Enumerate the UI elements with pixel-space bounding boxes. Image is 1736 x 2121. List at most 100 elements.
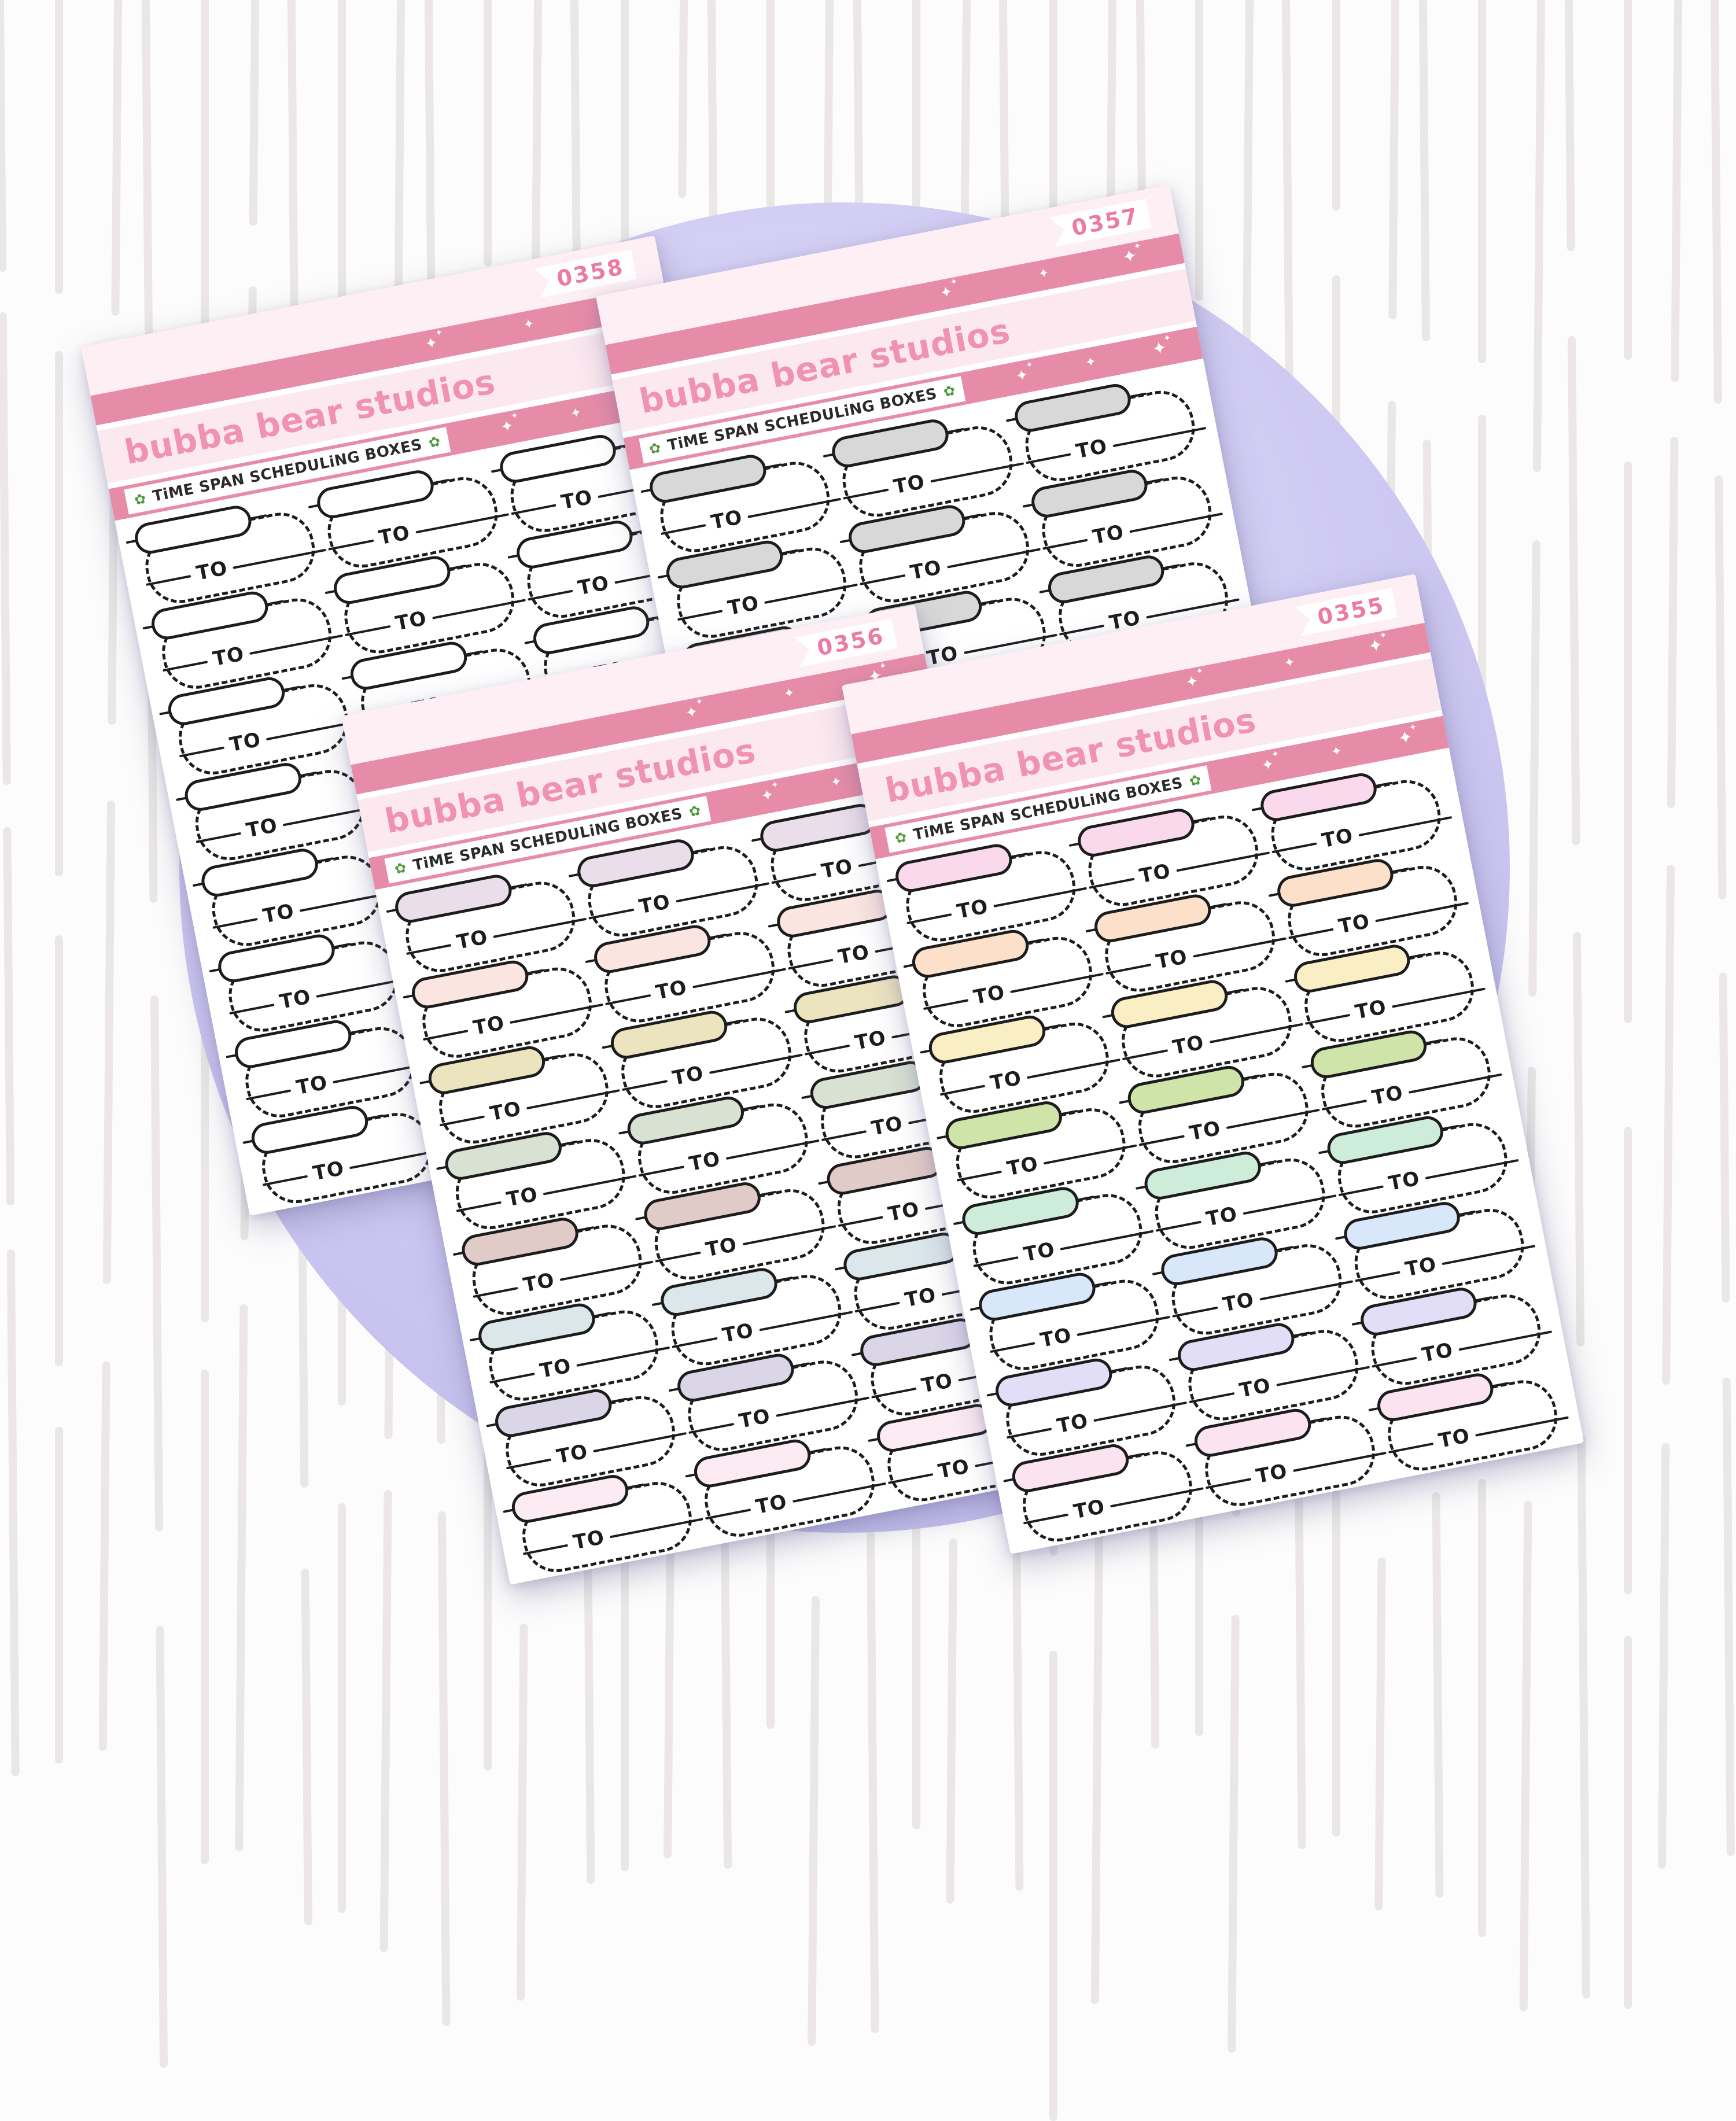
write-line [672, 1337, 718, 1348]
stripe-segment [866, 1530, 879, 2033]
write-line [923, 999, 969, 1010]
to-label: TO [955, 895, 990, 924]
write-line [956, 1170, 1002, 1182]
write-line [1122, 1049, 1168, 1061]
to-label: TO [1204, 1202, 1240, 1231]
stripe-segment [1709, 0, 1722, 404]
write-line [1155, 1220, 1201, 1232]
to-label: TO [936, 1455, 972, 1484]
stripe-column [1564, 0, 1591, 1998]
write-line [843, 488, 889, 500]
stripe-column [1519, 0, 1546, 2011]
flower-icon: ✿ [893, 828, 909, 847]
stripe-segment [156, 1625, 168, 2068]
to-label: TO [504, 1182, 540, 1212]
write-line [871, 1387, 917, 1399]
to-label: TO [1137, 859, 1173, 888]
stripe-segment [301, 1568, 312, 1926]
to-label: TO [687, 1147, 723, 1176]
write-line [622, 1080, 668, 1091]
write-line [328, 539, 374, 551]
write-line [588, 908, 635, 920]
sparkle-icon: ✦ [1379, 629, 1388, 641]
write-line [1006, 1427, 1052, 1439]
to-label: TO [471, 1011, 507, 1040]
stripe-segment [249, 0, 260, 226]
stripe-column [1624, 0, 1632, 2009]
write-line [1388, 1442, 1434, 1454]
write-line [821, 1130, 867, 1142]
stripe-segment [1657, 1443, 1670, 1869]
stripe-segment [484, 0, 492, 266]
write-line [506, 1458, 552, 1470]
to-label: TO [703, 1233, 739, 1262]
to-label: TO [919, 1368, 955, 1398]
sheet-number-tag: 0355 [1295, 588, 1398, 636]
stripe-segment [1624, 1636, 1632, 2009]
stripe-segment [1564, 0, 1575, 252]
stripe-segment [150, 995, 164, 1532]
write-line [1338, 1185, 1384, 1197]
write-line [887, 1473, 934, 1485]
sparkle-icon: ✦ [878, 660, 887, 672]
stripe-segment [1532, 0, 1546, 473]
sparkle-icon: ✦ [830, 774, 843, 791]
to-label: TO [725, 591, 761, 620]
write-line [939, 1085, 986, 1096]
stripe-segment [1719, 972, 1730, 1303]
stripe-segment [1374, 1557, 1386, 1910]
to-label: TO [1319, 824, 1355, 853]
to-label: TO [709, 506, 744, 534]
stripe-segment [1624, 1127, 1632, 1594]
stripe-segment [1090, 1481, 1104, 2004]
sparkle-icon: ✦ [1270, 748, 1280, 760]
write-line [973, 1256, 1019, 1267]
write-line [146, 574, 191, 586]
write-line [1025, 453, 1071, 464]
stripe-segment [111, 0, 123, 316]
flower-icon: ✿ [1188, 771, 1203, 790]
stripe-segment [338, 1503, 346, 1913]
write-line [162, 661, 208, 672]
sheet-number-tag: 0357 [1049, 198, 1152, 247]
sparkle-icon: ✦ [522, 316, 536, 333]
sparkle-icon: ✦ [1133, 240, 1142, 252]
to-label: TO [571, 1525, 607, 1555]
stripe-column [1657, 0, 1683, 1869]
stripe-segment [484, 1446, 492, 1770]
stripe-segment [201, 976, 209, 1322]
to-label: TO [559, 485, 595, 515]
stripe-segment [1478, 1479, 1486, 1937]
stripe-segment [1715, 475, 1727, 900]
write-line [705, 1508, 751, 1520]
write-line [860, 574, 906, 585]
to-label: TO [455, 925, 490, 954]
flower-icon: ✿ [942, 382, 957, 401]
stripe-segment [531, 0, 544, 289]
to-label: TO [637, 890, 673, 919]
write-line [1371, 1356, 1417, 1368]
write-line [688, 1423, 735, 1434]
write-line [1288, 928, 1334, 939]
sheet-number: 0358 [554, 253, 626, 292]
to-label: TO [836, 940, 872, 969]
flower-icon: ✿ [427, 433, 443, 452]
to-label: TO [1022, 1238, 1057, 1267]
write-line [1172, 1306, 1218, 1318]
sheet-number: 0355 [1315, 592, 1387, 630]
to-label: TO [294, 1071, 330, 1100]
to-label: TO [1436, 1424, 1472, 1453]
stripe-segment [1671, 0, 1683, 382]
to-label: TO [1038, 1323, 1074, 1352]
to-label: TO [737, 1404, 773, 1433]
to-label: TO [244, 813, 280, 843]
stripe-segment [0, 312, 11, 785]
to-label: TO [654, 976, 690, 1005]
to-label: TO [521, 1268, 557, 1297]
stripe-segment [1567, 335, 1580, 846]
stripe-segment [201, 1370, 209, 1864]
to-label: TO [720, 1318, 756, 1348]
to-label: TO [377, 521, 412, 550]
sparkle-icon: ✦ [1162, 332, 1172, 344]
to-label: TO [194, 556, 230, 585]
